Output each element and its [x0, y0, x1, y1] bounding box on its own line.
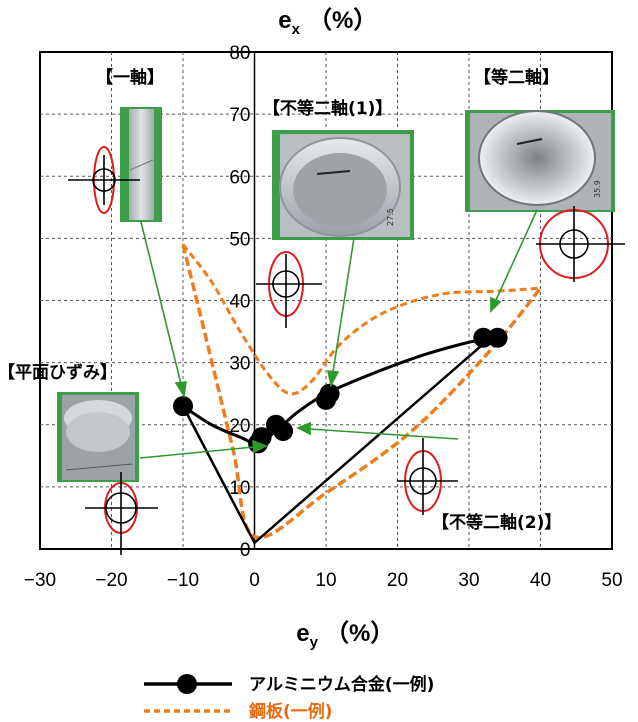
arrow-unequal-biaxial-1 — [332, 237, 355, 373]
y-axis-title-subscript: x — [292, 21, 301, 38]
y-axis-title: ex — [278, 7, 300, 38]
arrow-uniaxial — [140, 221, 182, 385]
steel-lower-limit — [181, 244, 542, 540]
arrow-plane-strain — [139, 446, 255, 459]
arrow-uniaxial-head — [174, 381, 187, 399]
photo-uniaxial — [120, 107, 162, 222]
pointer-arrows — [139, 209, 538, 459]
y-tick-label: 50 — [229, 229, 250, 250]
series-layer — [173, 243, 542, 545]
strain-ellipse-icon-plane-strain — [85, 472, 158, 555]
strain-ellipse-icon-equibiaxial — [536, 206, 625, 282]
y-tick-label: 40 — [229, 292, 250, 313]
x-axis-title-subscript: y — [310, 634, 319, 651]
arrow-unequal-biaxial-1-head — [326, 370, 340, 388]
strain-ellipse-icon-unequal-biaxial-2 — [397, 438, 458, 515]
x-tick-label: −30 — [24, 570, 56, 591]
label-equibiaxial: 【等二軸】 — [474, 67, 559, 88]
label-unequal-biaxial-1: 【不等二軸(1)】 — [263, 98, 392, 119]
y-tick-label: 60 — [229, 167, 250, 188]
y-tick-label: 30 — [229, 354, 250, 375]
x-tick-label: 0 — [249, 570, 260, 591]
arrow-unequal-biaxial-2-head — [296, 421, 311, 436]
aluminum-data-point — [319, 383, 340, 404]
aluminum-data-point — [487, 327, 508, 348]
arrow-equibiaxial — [495, 209, 538, 301]
x-tick-label: 40 — [530, 570, 551, 591]
legend-label-aluminum: アルミニウム合金(一例) — [249, 674, 434, 695]
legend-label-steel: 鋼板(一例) — [248, 701, 333, 722]
x-tick-label: 10 — [315, 570, 336, 591]
aluminum-data-point — [273, 420, 294, 441]
arrow-unequal-biaxial-2 — [309, 428, 459, 440]
label-uniaxial: 【一軸】 — [96, 67, 164, 88]
legend: アルミニウム合金(一例) 鋼板(一例) — [144, 674, 434, 722]
x-axis-title: ey — [296, 620, 318, 651]
x-axis-unit: （%） — [325, 620, 394, 647]
x-tick-labels: −30 −20 −10 0 10 20 30 40 50 — [24, 570, 623, 591]
strain-ellipse-icon-unequal-biaxial-1 — [256, 251, 322, 328]
steel-upper-curve — [181, 243, 541, 396]
aluminum-upper-curve — [182, 336, 491, 446]
x-tick-label: 30 — [458, 570, 479, 591]
label-plane-strain: 【平面ひずみ】 — [0, 362, 117, 383]
label-unequal-biaxial-2: 【不等二軸(2)】 — [432, 512, 561, 533]
strain-ellipse-icon-uniaxial — [68, 146, 140, 214]
arrow-equibiaxial-head — [490, 296, 502, 313]
photo-label-27-5: 27.5 — [386, 208, 395, 226]
y-tick-label: 70 — [229, 105, 250, 126]
y-tick-label: 80 — [229, 43, 250, 64]
x-tick-label: 50 — [601, 570, 622, 591]
legend-item-steel: 鋼板(一例) — [144, 701, 333, 722]
arrow-plane-strain-head — [252, 439, 268, 454]
x-tick-label: −20 — [95, 570, 127, 591]
photo-plane-strain — [57, 392, 139, 482]
y-axis-unit: （%） — [308, 7, 377, 34]
photo-unequal-biaxial-1: 27.5 — [272, 130, 414, 240]
x-tick-label: 20 — [387, 570, 408, 591]
aluminum-data-point — [473, 327, 494, 348]
legend-item-aluminum: アルミニウム合金(一例) — [144, 674, 434, 695]
photo-equibiaxial: 35.9 — [465, 110, 615, 212]
legend-marker-aluminum — [177, 674, 197, 694]
x-tick-label: −10 — [167, 570, 199, 591]
y-tick-label: 0 — [240, 540, 251, 561]
aluminum-data-point — [173, 396, 193, 417]
photo-label-35-9: 35.9 — [593, 180, 602, 198]
y-tick-label: 20 — [229, 416, 250, 437]
